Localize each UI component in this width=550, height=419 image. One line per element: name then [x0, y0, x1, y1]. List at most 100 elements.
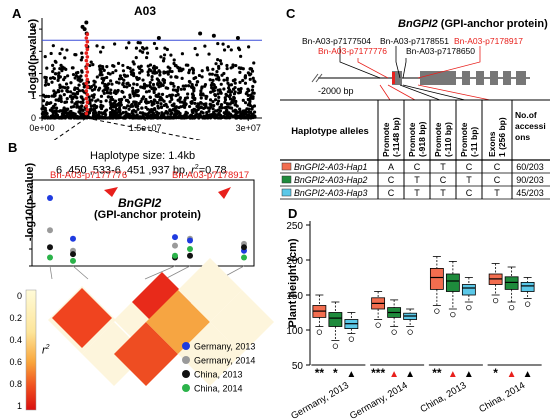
scale-label: -2000 bp: [318, 86, 354, 96]
snp-point: [190, 99, 194, 104]
snp-point: [225, 67, 229, 71]
snp-point: [118, 110, 122, 114]
snp-point: [104, 83, 108, 87]
snp-point: [106, 95, 111, 99]
box: [328, 312, 343, 327]
snp-point: [185, 111, 189, 115]
snp-point: [158, 98, 162, 102]
snp-point: [224, 92, 228, 97]
snp-point: [180, 116, 184, 120]
gene-desc-b: (GPI-anchor protein): [94, 209, 201, 221]
a-ytick-label: 2: [31, 69, 36, 79]
box: [504, 276, 519, 290]
snp-point: [109, 88, 113, 92]
local-snp-point: [172, 234, 178, 241]
snp-point: [53, 93, 57, 98]
snp-point: [131, 86, 135, 90]
snp-point: [229, 66, 233, 70]
snp-point: [54, 91, 58, 95]
snp-point: [66, 86, 70, 90]
snp-point: [203, 116, 207, 120]
snp-point: [108, 113, 113, 117]
highlight-snp-point: [84, 89, 89, 93]
snp-point: [81, 98, 85, 102]
significance-mark: *: [493, 366, 498, 380]
significance-mark: ▲: [389, 369, 399, 380]
snp-point: [214, 62, 218, 66]
snp-point: [71, 92, 75, 96]
snp-point: [191, 95, 195, 100]
d-xtick-label: China, 2013: [419, 380, 469, 415]
snp-point: [146, 70, 150, 74]
snp-point: [204, 94, 208, 98]
snp-point: [44, 109, 48, 113]
snp-point: [233, 86, 237, 90]
highlight-snp-point: [84, 58, 89, 63]
snp-point: [213, 85, 218, 89]
highlight-snp-point: [85, 107, 90, 112]
panel-label-c: C: [286, 6, 296, 21]
a-ytick-label: 4: [31, 24, 36, 34]
snp-point: [248, 97, 252, 101]
r2-tick-label: 0: [17, 291, 22, 301]
significance-mark: ▲: [405, 369, 415, 380]
snp-point: [253, 80, 257, 84]
highlight-snp-point: [85, 77, 90, 82]
snp-point: [138, 116, 142, 120]
snp-point: [76, 116, 80, 120]
snp-label-c-3: Bn-A03-p7178551: [380, 36, 450, 46]
snp-point: [214, 109, 218, 113]
snp-point: [60, 69, 64, 73]
snp-point: [77, 110, 81, 114]
snp-point: [197, 73, 202, 78]
r2-label: r2: [42, 344, 50, 357]
snp-point: [68, 90, 73, 94]
table-cell: C: [466, 162, 473, 172]
snp-point: [41, 99, 46, 103]
significance-mark: ▲: [464, 369, 474, 380]
snp-point: [130, 72, 134, 76]
snp-point: [171, 81, 175, 86]
local-snp-point: [47, 244, 53, 251]
snp-point: [41, 104, 45, 108]
outlier: [375, 322, 381, 328]
snp-point: [247, 45, 251, 49]
local-snp-point: [241, 244, 247, 251]
local-snp-point: [70, 251, 76, 258]
snp-point: [138, 71, 142, 75]
snp-point: [103, 116, 108, 120]
snp-point: [223, 106, 227, 110]
snp-point: [100, 73, 104, 77]
snp-point: [89, 107, 93, 111]
snp-point: [46, 116, 50, 120]
snp-point: [128, 93, 132, 97]
snp-point: [162, 57, 166, 61]
table-cell: C: [466, 188, 473, 198]
snp-point: [171, 116, 175, 120]
snp-point: [168, 100, 172, 104]
snp-point: [148, 85, 152, 89]
snp-point: [252, 61, 256, 65]
snp-point: [223, 96, 227, 100]
snp-point: [76, 70, 80, 75]
snp-point: [99, 106, 104, 111]
snp-label-left: Bn-A03-p7177776: [50, 170, 128, 181]
snp-point: [153, 108, 157, 112]
snp-point: [56, 78, 60, 82]
snp-point: [142, 82, 147, 86]
snp-point: [221, 42, 225, 46]
snp-point: [161, 83, 165, 88]
snp-point: [206, 106, 210, 110]
snp-point: [228, 102, 232, 106]
snp-point: [94, 105, 98, 109]
snp-point: [194, 75, 198, 80]
box: [520, 281, 535, 292]
snp-point: [53, 72, 57, 76]
d-ytick-label: 250: [286, 221, 303, 232]
snp-point: [144, 105, 148, 110]
snp-point: [145, 46, 149, 50]
snp-point: [210, 81, 214, 85]
snp-point: [64, 82, 69, 86]
snp-point: [73, 95, 78, 99]
